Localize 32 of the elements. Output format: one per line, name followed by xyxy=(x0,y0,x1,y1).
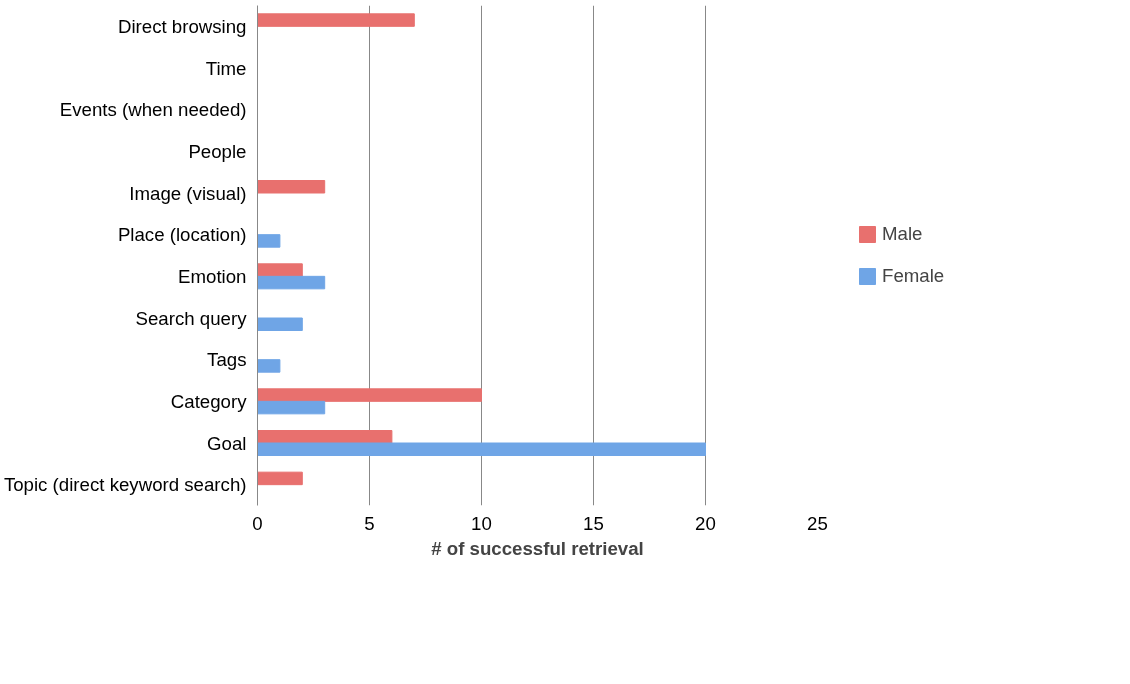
bar xyxy=(257,263,303,277)
x-tick-label: 10 xyxy=(471,512,492,534)
x-tick-label: 25 xyxy=(807,512,828,534)
x-axis-title: # of successful retrieval xyxy=(431,537,644,559)
x-tick-label: 20 xyxy=(695,512,716,534)
x-tick-label: 15 xyxy=(583,512,604,534)
bar xyxy=(257,442,706,456)
legend-label: Male xyxy=(882,223,923,245)
legend-label: Female xyxy=(882,265,945,287)
bar xyxy=(257,400,326,415)
bar xyxy=(257,13,415,27)
x-tick-label: 0 xyxy=(252,512,263,534)
bar xyxy=(257,388,482,402)
y-tick-label: Image (visual) xyxy=(129,182,247,204)
bar xyxy=(257,180,326,194)
y-tick-label: Events (when needed) xyxy=(59,99,247,121)
y-tick-label: Time xyxy=(205,57,247,79)
y-tick-label: Goal xyxy=(207,432,247,454)
y-tick-label: Category xyxy=(170,390,248,412)
bar xyxy=(257,275,326,290)
bar xyxy=(257,317,303,331)
y-tick-label: Search query xyxy=(135,307,248,329)
y-tick-label: Direct browsing xyxy=(117,15,247,37)
bar xyxy=(257,471,303,486)
y-tick-label: Topic (direct keyword search) xyxy=(3,474,247,496)
y-tick-label: Emotion xyxy=(178,265,247,287)
y-tick-label: Place (location) xyxy=(117,224,247,246)
y-tick-label: Tags xyxy=(207,349,247,371)
bar xyxy=(257,359,281,373)
bar xyxy=(257,234,281,248)
x-tick-label: 5 xyxy=(364,512,375,534)
y-tick-label: People xyxy=(188,140,247,162)
